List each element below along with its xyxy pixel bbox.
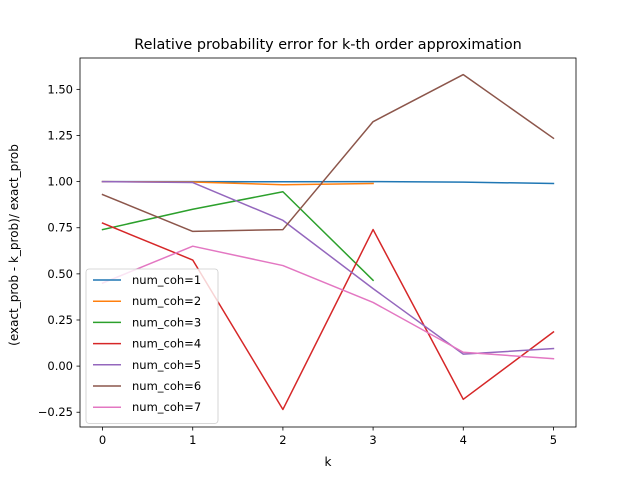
x-tick-label: 0 [99,433,106,447]
chart-title: Relative probability error for k-th orde… [134,37,522,53]
y-tick-label: 0.00 [47,359,73,373]
axes-frame [79,57,577,428]
legend-label: num_coh=5 [132,358,201,372]
series-line-4 [101,222,555,411]
y-tick-label: 1.50 [47,82,73,96]
legend-label: num_coh=4 [132,337,201,351]
x-tick-label: 4 [460,433,467,447]
y-tick-label: −0.25 [38,405,73,419]
legend-label: num_coh=2 [132,294,201,308]
x-tick-label: 5 [550,433,557,447]
legend-label: num_coh=3 [132,315,201,329]
x-tick-label: 2 [279,433,286,447]
legend: num_coh=1 num_coh=2 num_coh=3 num_coh=4 num_… [85,268,219,424]
x-axis-label: k [325,455,332,469]
series-line-7 [101,245,555,360]
y-tick-label: 1.25 [47,128,73,142]
legend-label: num_coh=6 [132,379,201,393]
legend-label: num_coh=1 [132,273,201,287]
legend-label: num_coh=7 [132,400,201,414]
plot-area: 0 1 2 3 4 5 −0.25 0.00 0.25 0.50 0.75 1.00 1.25 1.50 [38,57,577,447]
y-tick-label: 0.50 [47,267,73,281]
x-tick-label: 3 [369,433,376,447]
y-tick-label: 1.00 [47,175,73,189]
y-tick-label: 0.75 [47,221,73,235]
legend-box [85,268,219,424]
x-tick-label: 1 [189,433,196,447]
series-line-6 [101,73,555,233]
y-tick-label: 0.25 [47,313,73,327]
y-axis-label: (exact_prob - k_prob)/ exact_prob [7,144,21,346]
series-line-3 [101,191,375,282]
